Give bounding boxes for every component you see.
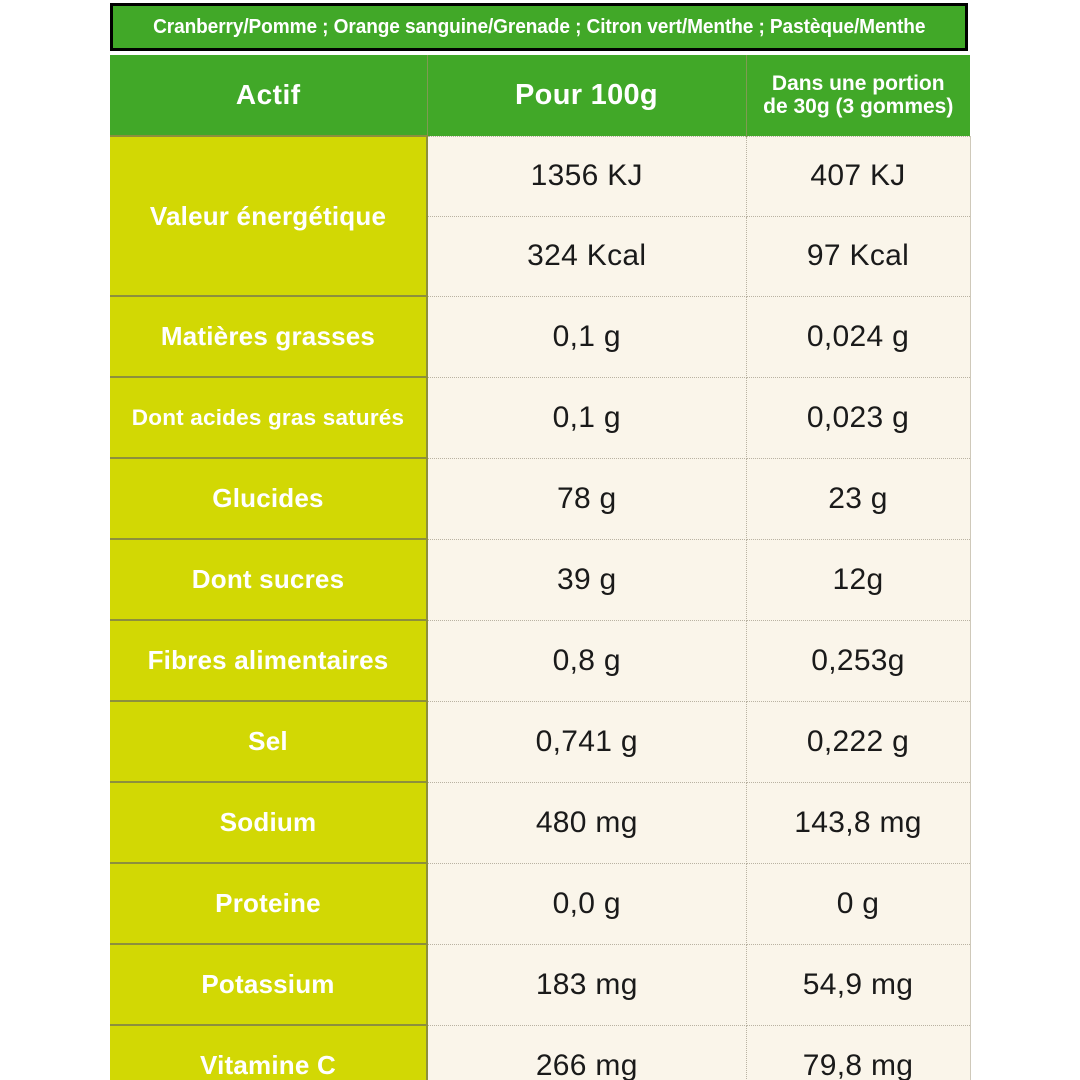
row-value-valeur-energetique-kj-100g: 1356 KJ: [427, 135, 747, 217]
row-label-matieres-grasses: Matières grasses: [110, 295, 428, 378]
row-label-sel: Sel: [110, 700, 428, 783]
column-header-portion-line2: de 30g (3 gommes): [763, 95, 954, 119]
table-row: Glucides 78 g 23 g: [110, 457, 971, 540]
row-value-potassium-100g: 183 mg: [427, 943, 747, 1026]
table-row: Vitamine C 266 mg 79,8 mg: [110, 1024, 971, 1080]
row-label-acides-gras-satures: Dont acides gras saturés: [110, 376, 428, 459]
row-label-glucides: Glucides: [110, 457, 428, 540]
table-header-row: Actif Pour 100g Dans une portion de 30g …: [110, 55, 970, 136]
row-value-sel-portion: 0,222 g: [746, 700, 971, 783]
row-value-glucides-100g: 78 g: [427, 457, 747, 540]
row-value-valeur-energetique-kcal-100g: 324 Kcal: [427, 215, 747, 297]
row-value-sel-100g: 0,741 g: [427, 700, 747, 783]
row-value-fibres-alimentaires-portion: 0,253g: [746, 619, 971, 702]
row-value-acides-gras-satures-100g: 0,1 g: [427, 376, 747, 459]
table-row: Dont sucres 39 g 12g: [110, 538, 971, 621]
table-row: 324 Kcal 97 Kcal: [110, 215, 971, 297]
row-label-dont-sucres: Dont sucres: [110, 538, 428, 621]
row-label-sodium: Sodium: [110, 781, 428, 864]
table-row: Sodium 480 mg 143,8 mg: [110, 781, 971, 864]
row-value-valeur-energetique-kj-portion: 407 KJ: [746, 135, 971, 217]
table-row: Dont acides gras saturés 0,1 g 0,023 g: [110, 376, 971, 459]
column-header-portion: Dans une portion de 30g (3 gommes): [746, 55, 970, 136]
table-row: Fibres alimentaires 0,8 g 0,253g: [110, 619, 971, 702]
nutrition-facts-table: Actif Pour 100g Dans une portion de 30g …: [110, 55, 971, 1080]
flavours-banner: Cranberry/Pomme ; Orange sanguine/Grenad…: [110, 3, 968, 51]
table-row: Potassium 183 mg 54,9 mg: [110, 943, 971, 1026]
row-value-acides-gras-satures-portion: 0,023 g: [746, 376, 971, 459]
row-value-fibres-alimentaires-100g: 0,8 g: [427, 619, 747, 702]
column-header-portion-line1: Dans une portion: [771, 71, 945, 95]
row-label-vitamine-c: Vitamine C: [110, 1024, 428, 1080]
table-row: Valeur énergétique 1356 KJ 407 KJ: [110, 135, 971, 297]
column-header-per-100g: Pour 100g: [427, 55, 747, 136]
row-label-fibres-alimentaires: Fibres alimentaires: [110, 619, 428, 702]
row-value-sodium-portion: 143,8 mg: [746, 781, 971, 864]
row-value-valeur-energetique-kcal-portion: 97 Kcal: [746, 215, 971, 297]
row-value-sodium-100g: 480 mg: [427, 781, 747, 864]
row-value-matieres-grasses-portion: 0,024 g: [746, 295, 971, 378]
table-row: Matières grasses 0,1 g 0,024 g: [110, 295, 971, 378]
row-label-proteine: Proteine: [110, 862, 428, 945]
flavours-banner-text: Cranberry/Pomme ; Orange sanguine/Grenad…: [152, 15, 926, 38]
table-row: Proteine 0,0 g 0 g: [110, 862, 971, 945]
column-header-actif: Actif: [110, 55, 428, 136]
row-value-dont-sucres-portion: 12g: [746, 538, 971, 621]
row-value-proteine-100g: 0,0 g: [427, 862, 747, 945]
row-label-valeur-energetique: Valeur énergétique: [110, 135, 428, 297]
row-value-vitamine-c-100g: 266 mg: [427, 1024, 747, 1080]
row-value-glucides-portion: 23 g: [746, 457, 971, 540]
row-value-potassium-portion: 54,9 mg: [746, 943, 971, 1026]
row-value-vitamine-c-portion: 79,8 mg: [746, 1024, 971, 1080]
table-row: Sel 0,741 g 0,222 g: [110, 700, 971, 783]
row-label-potassium: Potassium: [110, 943, 428, 1026]
row-value-matieres-grasses-100g: 0,1 g: [427, 295, 747, 378]
row-value-dont-sucres-100g: 39 g: [427, 538, 747, 621]
row-value-proteine-portion: 0 g: [746, 862, 971, 945]
